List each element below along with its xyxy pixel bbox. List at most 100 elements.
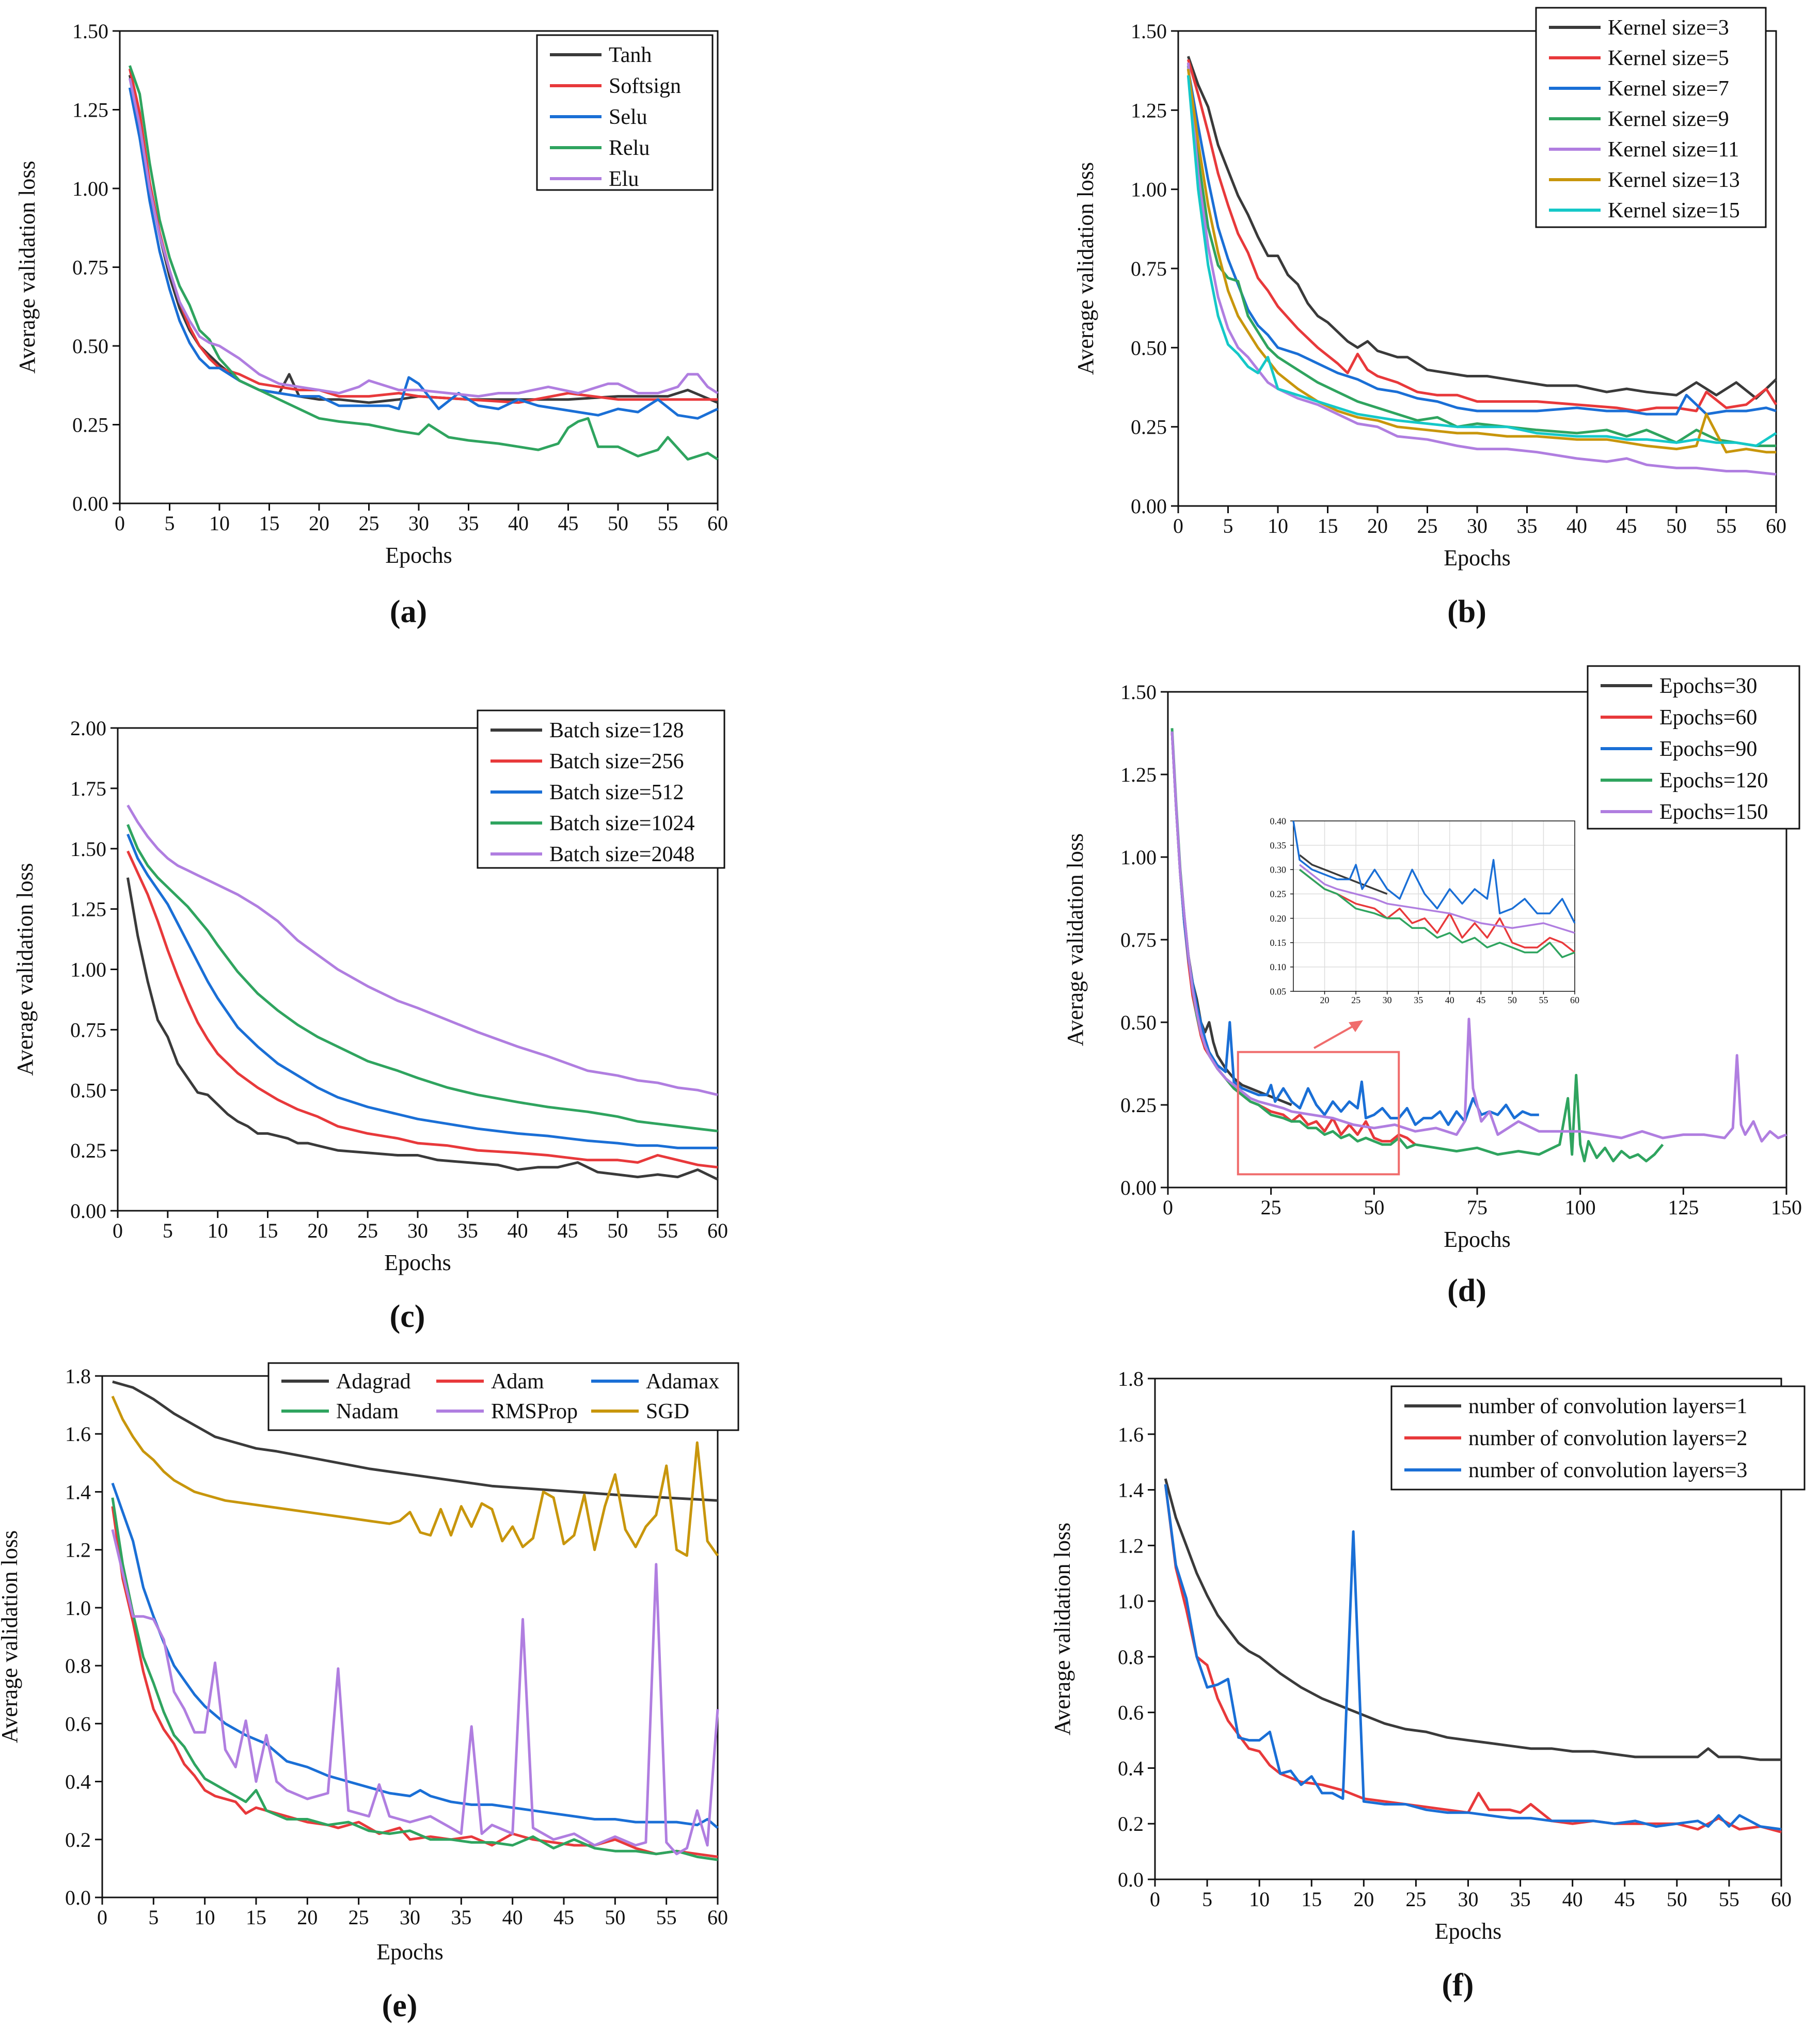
legend-label: number of convolution layers=1 <box>1468 1395 1747 1418</box>
x-tick-label: 40 <box>1566 514 1587 537</box>
x-tick-label: 20 <box>1353 1888 1374 1911</box>
x-tick-label: 20 <box>1367 514 1388 537</box>
y-axis-label: Average validation loss <box>14 161 40 373</box>
legend-label: Kernel size=9 <box>1608 107 1729 131</box>
x-tick-label: 55 <box>656 1906 677 1929</box>
y-tick-label: 0.4 <box>1118 1756 1144 1780</box>
y-tick-label: 2.00 <box>70 717 106 740</box>
y-tick-label: 1.0 <box>1118 1590 1144 1613</box>
series-line <box>111 1497 718 1861</box>
inset-x-tick-label: 20 <box>1320 995 1330 1005</box>
series-line <box>1170 731 1539 1126</box>
panel-label: (f) <box>1442 1968 1474 2003</box>
x-tick-label: 50 <box>605 1906 625 1929</box>
zoom-arrow <box>1313 1024 1356 1049</box>
inset-x-tick-label: 30 <box>1383 995 1392 1005</box>
x-tick-label: 30 <box>1467 514 1487 537</box>
x-tick-label: 15 <box>259 512 280 535</box>
inset-series-line <box>1299 864 1575 934</box>
x-tick-label: 10 <box>208 1219 228 1242</box>
y-tick-label: 1.25 <box>1120 763 1157 786</box>
y-axis-label: Average validation loss <box>12 863 38 1075</box>
x-tick-label: 35 <box>451 1906 471 1929</box>
series-line <box>1186 66 1776 447</box>
inset-x-tick-label: 40 <box>1445 995 1454 1005</box>
chart-panel-f: 0 5 10 15 20 25 30 35 40 45 50 55 60 0.0 0.2 0.4 0.6 0.8 1… <box>1050 1367 1806 2003</box>
x-tick-label: 25 <box>349 1906 369 1929</box>
legend-box <box>267 1362 739 1431</box>
series-line <box>1164 1478 1781 1761</box>
inset-y-tick-label: 0.20 <box>1270 913 1287 924</box>
inset-y-tick-label: 0.30 <box>1270 865 1287 875</box>
x-tick-label: 125 <box>1668 1196 1699 1219</box>
legend-label: number of convolution layers=2 <box>1468 1427 1747 1450</box>
series-line <box>128 65 719 461</box>
x-tick-label: 45 <box>558 512 579 535</box>
inset-series-line <box>1292 820 1576 924</box>
series-line <box>128 77 719 398</box>
x-tick-label: 5 <box>148 1906 159 1929</box>
legend-label: number of convolution layers=3 <box>1468 1459 1747 1482</box>
y-tick-label: 1.4 <box>65 1480 91 1503</box>
x-tick-label: 5 <box>165 512 175 535</box>
y-tick-label: 1.00 <box>1131 178 1167 201</box>
y-tick-label: 0.50 <box>70 1079 106 1102</box>
inset-y-tick-label: 0.25 <box>1270 889 1287 899</box>
y-tick-label: 1.6 <box>1118 1423 1144 1446</box>
x-axis-label: Epochs <box>1444 1227 1511 1252</box>
y-tick-label: 1.4 <box>1118 1479 1144 1502</box>
legend-label: Batch size=512 <box>549 781 684 804</box>
y-tick-label: 0.4 <box>65 1770 91 1794</box>
chart-panel-e: 0 5 10 15 20 25 30 35 40 45 50 55 60 0.0 0.2 0.4 0.6 0.8 1… <box>0 1362 739 2023</box>
y-tick-label: 1.2 <box>65 1539 91 1562</box>
series-line <box>126 833 718 1149</box>
x-axis-label: Epochs <box>384 1250 451 1275</box>
x-tick-label: 100 <box>1565 1196 1596 1219</box>
y-tick-label: 0.8 <box>1118 1645 1144 1669</box>
y-tick-label: 0.2 <box>65 1828 91 1851</box>
inset-x-tick-label: 50 <box>1508 995 1517 1005</box>
x-tick-label: 40 <box>1562 1888 1583 1911</box>
y-tick-label: 1.50 <box>1131 20 1167 43</box>
inset-x-tick-label: 45 <box>1476 995 1485 1005</box>
y-tick-label: 1.00 <box>70 958 106 982</box>
inset-x-tick-label: 35 <box>1414 995 1423 1005</box>
series-line <box>112 1380 718 1502</box>
x-tick-label: 5 <box>1223 514 1233 537</box>
y-tick-label: 0.75 <box>70 1018 106 1041</box>
x-tick-label: 60 <box>707 1906 728 1929</box>
y-axis-label: Average validation loss <box>1050 1523 1075 1735</box>
x-tick-label: 10 <box>1268 514 1288 537</box>
x-tick-label: 30 <box>400 1906 420 1929</box>
x-tick-label: 25 <box>359 512 379 535</box>
x-tick-label: 25 <box>1417 514 1438 537</box>
series-line <box>1164 1484 1782 1833</box>
y-tick-label: 1.25 <box>1131 99 1167 122</box>
y-tick-label: 1.25 <box>72 99 108 122</box>
legend-label: Nadam <box>336 1400 399 1423</box>
series-line <box>1186 75 1777 447</box>
inset-y-tick-label: 0.10 <box>1270 962 1287 972</box>
chart-panel-a: 0 5 10 15 20 25 30 35 40 45 50 55 60 0.00 0.25 0.50 0.75… <box>14 20 728 629</box>
y-tick-label: 0.6 <box>65 1712 91 1735</box>
y-tick-label: 1.50 <box>1120 680 1157 704</box>
x-tick-label: 0 <box>1163 1196 1173 1219</box>
y-tick-label: 0.2 <box>1118 1812 1144 1835</box>
x-tick-label: 60 <box>707 512 728 535</box>
inset-x-tick-label: 55 <box>1539 995 1548 1005</box>
inset-x-tick-label: 60 <box>1570 995 1579 1005</box>
y-tick-label: 1.2 <box>1118 1534 1144 1557</box>
series-line <box>1170 731 1787 1143</box>
x-tick-label: 5 <box>163 1219 173 1242</box>
legend-box <box>477 709 725 869</box>
y-tick-label: 0.25 <box>1131 416 1167 439</box>
y-tick-label: 0.8 <box>65 1654 91 1677</box>
x-tick-label: 15 <box>1301 1888 1322 1911</box>
series-line <box>111 1482 719 1829</box>
inset-series-line <box>1299 868 1575 958</box>
x-tick-label: 150 <box>1771 1196 1802 1219</box>
x-tick-label: 35 <box>1517 514 1538 537</box>
chart-panel-c: 0 5 10 15 20 25 30 35 40 45 50 55 60 0.00 0.25 0.50 0.75… <box>12 709 728 1334</box>
y-tick-label: 1.50 <box>70 837 106 861</box>
panel-label: (e) <box>382 1988 418 2023</box>
